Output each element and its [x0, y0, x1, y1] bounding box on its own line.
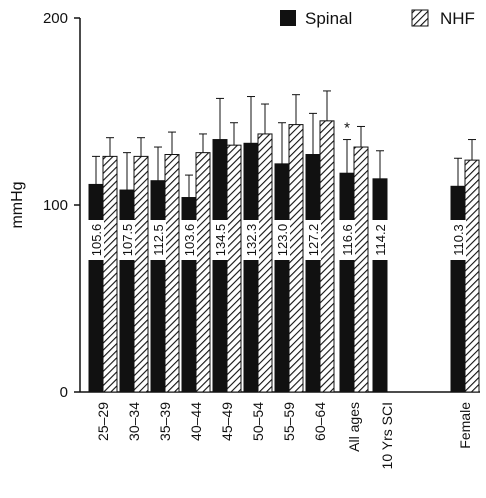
data-label-box — [150, 220, 166, 260]
data-label-text: 132.3 — [244, 224, 259, 257]
data-label-box — [274, 220, 290, 260]
bar-spinal — [372, 178, 388, 393]
x-tick-label: 40–44 — [188, 402, 204, 441]
bar-spinal — [339, 172, 355, 393]
labels: 105.6 25–29 107.5 30–34 112.5 35–39 103.6 40–44… — [88, 120, 473, 469]
data-label-box — [339, 220, 355, 260]
data-label-text: 103.6 — [182, 224, 197, 257]
legend: Spinal NHF — [280, 9, 475, 28]
legend-label-nhf: NHF — [440, 9, 475, 28]
bar-spinal — [88, 183, 104, 393]
bar-nhf — [226, 144, 242, 393]
data-label-text: 116.6 — [340, 224, 355, 256]
bar-spinal — [243, 142, 259, 393]
data-label-box — [305, 220, 321, 260]
data-label-box — [119, 220, 135, 260]
data-label-text: 127.2 — [306, 224, 321, 257]
bar-spinal — [150, 180, 166, 393]
bar-nhf — [353, 146, 369, 393]
data-label-text: 114.2 — [373, 224, 388, 256]
data-label: 103.6 — [181, 220, 197, 260]
data-label: 105.6 — [88, 220, 104, 260]
x-tick-label: 35–39 — [157, 402, 173, 441]
bars — [88, 90, 480, 393]
data-label: 132.3 — [243, 220, 259, 260]
legend-label-spinal: Spinal — [305, 9, 352, 28]
bar-nhf — [195, 152, 211, 393]
data-label-box — [212, 220, 228, 260]
data-label-text: 134.5 — [213, 224, 228, 257]
data-label-text: 112.5 — [151, 224, 166, 256]
x-tick-label: Female — [457, 402, 473, 449]
bar-nhf — [288, 124, 304, 393]
data-label: 127.2 — [305, 220, 321, 260]
data-label-box — [88, 220, 104, 260]
bar-nhf — [464, 159, 480, 393]
x-tick-label: 30–34 — [126, 402, 142, 441]
bar-nhf — [319, 120, 335, 393]
y-tick-label: 200 — [43, 10, 68, 27]
x-tick-label: 55–59 — [281, 402, 297, 441]
data-label-text: 107.5 — [120, 224, 135, 257]
bar-nhf — [257, 133, 273, 393]
legend-swatch-spinal — [280, 10, 296, 26]
data-label-box — [450, 220, 466, 260]
data-label-text: 110.3 — [451, 224, 466, 256]
bar-spinal — [450, 185, 466, 393]
data-label: 123.0 — [274, 220, 290, 260]
y-axis-label: mmHg — [9, 181, 26, 228]
data-label: 116.6 — [339, 220, 355, 260]
bar-nhf — [133, 155, 149, 393]
x-tick-label: 50–54 — [250, 402, 266, 441]
x-tick-label: 25–29 — [95, 402, 111, 441]
bar-nhf — [102, 155, 118, 393]
data-label-text: 105.6 — [89, 224, 104, 257]
data-label-box — [372, 220, 388, 260]
x-tick-label: 45–49 — [219, 402, 235, 441]
bar-nhf — [164, 154, 180, 393]
x-tick-label: 60–64 — [312, 402, 328, 441]
y-ticks: 0 100 200 — [43, 10, 80, 401]
data-label-box — [243, 220, 259, 260]
data-label: 114.2 — [372, 220, 388, 260]
data-label: 112.5 — [150, 220, 166, 260]
x-tick-label: All ages — [346, 402, 362, 452]
bar-spinal — [305, 154, 321, 393]
y-tick-label: 100 — [43, 197, 68, 214]
significance-marker: * — [344, 120, 350, 137]
y-tick-label: 0 — [60, 384, 68, 401]
data-label: 110.3 — [450, 220, 466, 260]
bar-spinal — [274, 163, 290, 393]
bar-spinal — [212, 139, 228, 393]
data-label: 134.5 — [212, 220, 228, 260]
data-label-text: 123.0 — [275, 224, 290, 257]
x-tick-label: 10 Yrs SCI — [379, 402, 395, 469]
data-label: 107.5 — [119, 220, 135, 260]
data-label-box — [181, 220, 197, 260]
legend-swatch-nhf — [411, 9, 429, 27]
